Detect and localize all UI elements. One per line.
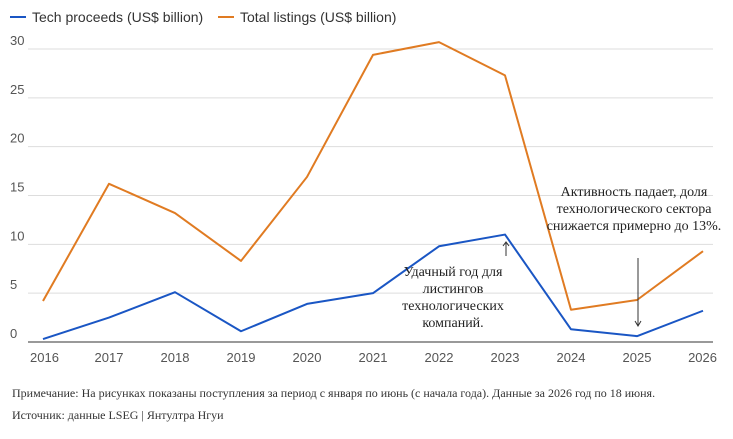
y-axis-ticks: 0 5 10 15 20 25 30	[10, 33, 24, 341]
grid-lines	[28, 48, 713, 343]
footer-source: Источник: данные LSEG | Янтултра Нгуи	[12, 408, 224, 422]
x-tick-label: 2018	[161, 350, 190, 365]
x-tick-label: 2017	[95, 350, 124, 365]
footer-note: Примечание: На рисунках показаны поступл…	[12, 386, 656, 400]
series-lines	[42, 41, 704, 341]
annotation-2025: Активность падает, доля технологического…	[546, 185, 722, 234]
legend-swatch-tech	[10, 16, 26, 18]
x-tick-label: 2023	[491, 350, 520, 365]
legend-item-total: Total listings (US$ billion)	[218, 9, 396, 25]
arrow-2023-head	[502, 241, 510, 247]
annotation-2023: Удачный год для листингов технологически…	[402, 265, 504, 331]
x-tick-label: 2026	[688, 350, 717, 365]
y-tick-label: 25	[10, 82, 24, 97]
x-tick-label: 2020	[293, 350, 322, 365]
y-tick-label: 20	[10, 131, 24, 146]
y-tick-label: 30	[10, 33, 24, 48]
legend-label-total: Total listings (US$ billion)	[240, 9, 397, 25]
x-tick-label: 2022	[425, 350, 454, 365]
x-axis-ticks: 2016 2017 2018 2019 2020 2021 2022 2023 2024 2025…	[30, 350, 717, 365]
y-tick-label: 10	[10, 228, 24, 243]
x-tick-label: 2019	[227, 350, 256, 365]
y-tick-label: 15	[10, 180, 24, 195]
arrow-2025-head	[634, 320, 642, 327]
series-line-1	[42, 41, 704, 311]
legend-swatch-total	[218, 16, 234, 18]
legend-label-tech: Tech proceeds (US$ billion)	[32, 9, 204, 25]
series-line-0	[42, 233, 704, 341]
x-tick-label: 2024	[557, 350, 586, 365]
y-tick-label: 0	[10, 326, 17, 341]
x-tick-label: 2021	[359, 350, 388, 365]
legend-item-tech: Tech proceeds (US$ billion)	[10, 9, 203, 25]
x-tick-label: 2016	[30, 350, 59, 365]
annotation-arrows	[502, 241, 642, 327]
x-tick-label: 2025	[623, 350, 652, 365]
y-tick-label: 5	[10, 277, 17, 292]
